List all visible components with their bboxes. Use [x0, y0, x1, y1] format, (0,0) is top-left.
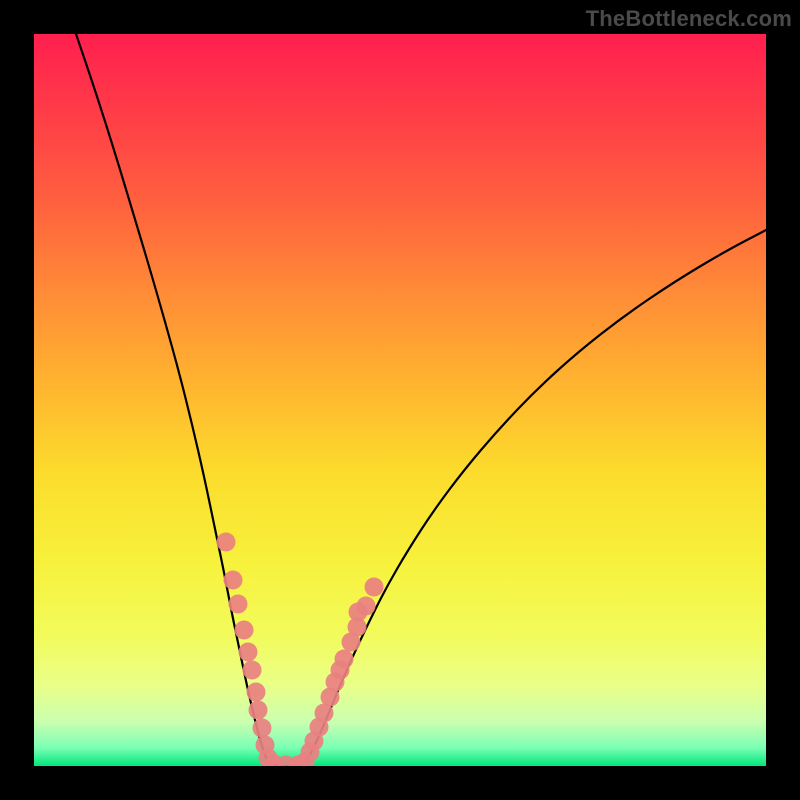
data-marker	[243, 661, 262, 680]
data-marker	[349, 603, 368, 622]
data-marker	[217, 533, 236, 552]
chart-frame: TheBottleneck.com	[0, 0, 800, 800]
data-marker	[235, 621, 254, 640]
data-marker	[253, 719, 272, 738]
data-marker	[335, 650, 354, 669]
plot-svg	[34, 34, 766, 766]
gradient-background	[34, 34, 766, 766]
data-marker	[365, 578, 384, 597]
data-marker	[239, 643, 258, 662]
data-marker	[247, 683, 266, 702]
data-marker	[224, 571, 243, 590]
data-marker	[249, 701, 268, 720]
plot-area	[34, 34, 766, 766]
watermark-text: TheBottleneck.com	[586, 6, 792, 32]
data-marker	[229, 595, 248, 614]
